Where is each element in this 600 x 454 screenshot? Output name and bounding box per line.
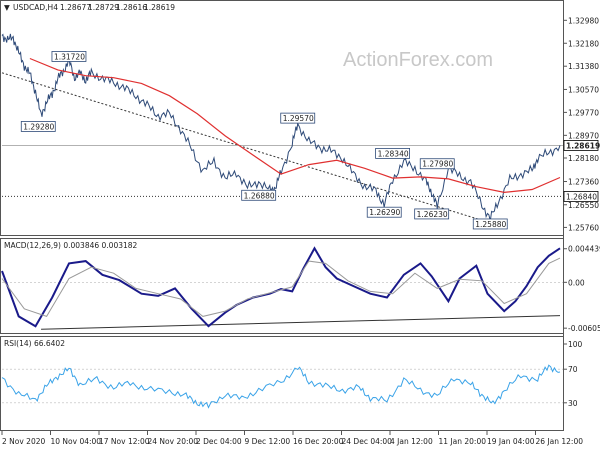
x-tick-label: 26 Jan 12:00 xyxy=(536,437,584,446)
x-tick-label: 16 Dec 20:00 xyxy=(293,437,344,446)
x-tick-label: 4 Jan 12:00 xyxy=(390,437,433,446)
rsi-layer xyxy=(1,364,563,409)
x-tick-label: 17 Nov 12:00 xyxy=(99,437,150,446)
annotation-box xyxy=(20,121,56,132)
price-y-tick-label: 1.29770 xyxy=(568,108,599,117)
axis-layer: 1.32980 1.32180 1.31380 1.30570 1.29770 1.289… xyxy=(1,16,600,446)
support-price-label: 1.26840 xyxy=(566,192,597,201)
macd-line xyxy=(1,246,561,328)
macd-layer xyxy=(1,246,563,330)
price-y-tick-label: 1.26550 xyxy=(568,201,599,210)
macd-title: MACD(12,26,9) 0.003846 0.003182 xyxy=(4,241,138,250)
macd-y-tick-label: 0.004439 xyxy=(568,245,600,254)
annotation-label: 1.26880 xyxy=(244,191,275,200)
annotation-label: 1.26290 xyxy=(369,208,400,217)
annotation-box xyxy=(280,112,316,124)
macd-signal-line xyxy=(1,257,561,318)
annotation-box xyxy=(375,148,411,159)
annotation-box xyxy=(419,158,455,170)
ohlc-close: 1.28619 xyxy=(144,3,175,12)
macd-y-tick-label: -0.006057 xyxy=(568,324,600,333)
x-tick-label: 11 Jan 20:00 xyxy=(439,437,487,446)
annotation-label: 1.29570 xyxy=(283,114,314,123)
annotation-label: 1.26230 xyxy=(417,210,448,219)
ohlc-open: 1.28677 xyxy=(60,3,91,12)
current-price-label: 1.28619 xyxy=(566,141,600,150)
annotation-box xyxy=(414,208,450,220)
price-y-tick-label: 1.28180 xyxy=(568,154,599,163)
rsi-title: RSI(14) 66.6402 xyxy=(4,339,65,348)
price-y-tick-label: 1.32980 xyxy=(568,16,599,25)
annotation-box xyxy=(472,218,508,230)
moving-average-line xyxy=(29,57,561,194)
price-y-tick-label: 1.28970 xyxy=(568,131,599,140)
price-layer: 1.31720 1.29280 1.29570 1.26880 1.28340 1.279… xyxy=(1,33,563,230)
rsi-y-tick-label: 30 xyxy=(568,399,578,408)
rsi-y-tick-label: 70 xyxy=(568,365,578,374)
ohlc-high: 1.28729 xyxy=(88,3,119,12)
annotation-box xyxy=(366,206,402,218)
annotation-label: 1.25880 xyxy=(475,220,506,229)
annotation-box xyxy=(51,51,87,62)
annotation-label: 1.27980 xyxy=(422,160,453,169)
watermark: ActionForex.com xyxy=(343,49,493,71)
symbol-title: USDCAD,H4 xyxy=(13,3,58,12)
annotation-box xyxy=(241,189,277,201)
rsi-line xyxy=(1,364,561,409)
x-tick-label: 2 Nov 2020 xyxy=(2,437,45,446)
x-tick-label: 24 Dec 04:00 xyxy=(342,437,393,446)
price-y-tick-label: 1.25760 xyxy=(568,223,599,232)
x-tick-label: 9 Dec 12:00 xyxy=(245,437,291,446)
macd-y-tick-label: 0.00 xyxy=(568,278,585,287)
price-y-tick-label: 1.30570 xyxy=(568,85,599,94)
x-tick-label: 19 Jan 04:00 xyxy=(487,437,535,446)
annotation-label: 1.31720 xyxy=(54,52,85,61)
dropdown-arrow-icon[interactable]: ▼ xyxy=(4,3,10,12)
x-tick-label: 24 Nov 20:00 xyxy=(148,437,199,446)
support-price-tag xyxy=(563,191,599,202)
x-tick-label: 10 Nov 04:00 xyxy=(51,437,102,446)
price-trendline xyxy=(1,72,488,223)
annotation-label: 1.29280 xyxy=(23,122,54,131)
price-series-line xyxy=(1,33,561,222)
ohlc-low: 1.28616 xyxy=(116,3,147,12)
macd-trendline xyxy=(41,315,561,330)
macd-pane-frame xyxy=(0,238,564,334)
annotation-label: 1.28340 xyxy=(378,149,409,158)
price-y-tick-label: 1.27360 xyxy=(568,178,599,187)
x-tick-label: 2 Dec 04:00 xyxy=(196,437,242,446)
rsi-y-tick-label: 100 xyxy=(568,340,583,349)
price-y-tick-label: 1.31380 xyxy=(568,62,599,71)
rsi-pane-frame xyxy=(0,336,564,431)
price-y-tick-label: 1.32180 xyxy=(568,39,599,48)
current-price-tag xyxy=(563,140,599,151)
